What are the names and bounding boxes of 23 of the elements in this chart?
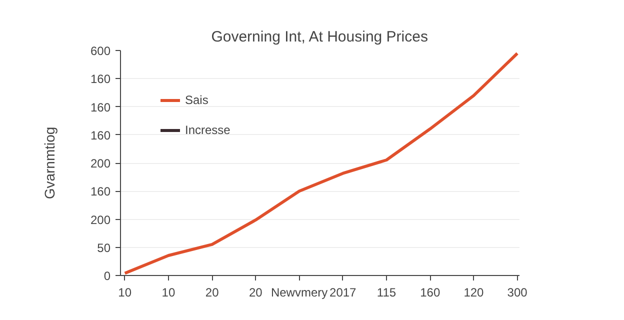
legend-label: Incresse <box>185 123 230 137</box>
x-tick-label: 300 <box>507 286 528 300</box>
x-tick-label: Newvmery <box>270 286 328 300</box>
x-tick-label: 20 <box>205 286 220 300</box>
x-tick-label: 115 <box>376 286 396 300</box>
text: 160 <box>90 184 111 199</box>
x-tick-label: 20 <box>249 286 263 300</box>
x-tick-label: 10 <box>162 286 176 300</box>
text: 600 <box>90 44 111 58</box>
x-tick-label: 2017 <box>330 286 357 300</box>
text: 200 <box>90 212 111 227</box>
chart-title: Governing Int, At Housing Prices <box>211 28 428 46</box>
text: 200 <box>90 156 111 170</box>
x-tick-label: 120 <box>464 286 484 300</box>
text: 160 <box>90 72 111 86</box>
x-tick-label: 10 <box>118 286 132 300</box>
text: 50 <box>97 240 111 255</box>
text: 160 <box>90 100 111 114</box>
y-axis-title: Gvarnmtiog <box>41 126 58 200</box>
legend-label: Sais <box>185 93 208 107</box>
text: 160 <box>90 128 111 142</box>
text: 0 <box>104 269 111 283</box>
x-tick-label: 160 <box>420 286 440 300</box>
